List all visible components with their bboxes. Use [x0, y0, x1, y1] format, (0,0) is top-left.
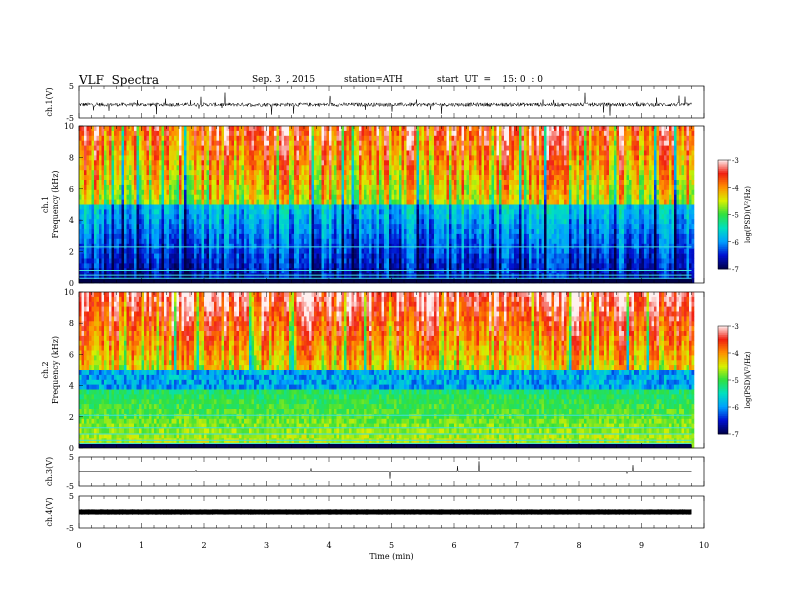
- ch1-spectrogram-ytick: 0: [69, 279, 74, 288]
- ch3-waveform-ytick-top: 5: [69, 453, 74, 462]
- ch1-spectrogram-colorbar-tick: -6: [732, 239, 739, 247]
- ch1-waveform-panel: 5 -5 ch.1(V): [45, 82, 705, 123]
- time-tick-label: 10: [699, 541, 709, 550]
- ch4-waveform-ytick-top: 5: [69, 492, 74, 501]
- chart-title: VLF Spectra: [79, 73, 160, 87]
- ch4-waveform-panel: 5 -5 ch.4(V): [45, 492, 705, 533]
- time-tick-label: 8: [576, 541, 581, 550]
- ch1-spectrogram-colorbar-tick: -4: [732, 184, 739, 192]
- ch2-spectrogram-colorbar-tick: -7: [732, 431, 739, 439]
- time-tick-label: 0: [76, 541, 81, 550]
- ch1-spectrogram-colorbar-tick: -5: [732, 212, 739, 220]
- ch1-waveform-ytick-bottom: -5: [66, 114, 74, 123]
- start-time-label: start UT = 15: 0 : 0: [437, 75, 543, 85]
- time-tick-label: 6: [451, 541, 456, 550]
- ch4-waveform-ytick-bottom: -5: [66, 524, 74, 533]
- time-axis: 0 1 2 3 4 5 6 7 8 9 10 Time (min): [76, 541, 709, 561]
- ch1-spectrogram-ytick: 10: [64, 122, 74, 131]
- ch2-spectrogram-colorbar-tick: -5: [732, 377, 739, 385]
- ch1-waveform-trace: [78, 92, 692, 116]
- ch3-waveform-ylabel: ch.3(V): [45, 457, 54, 486]
- ch1-waveform-ylabel: ch.1(V): [45, 87, 54, 116]
- ch3-waveform-panel: 5 -5 ch.3(V): [45, 453, 705, 491]
- ch2-spectrogram-colorbar-label: log(PSD)(V²/Hz): [744, 351, 752, 408]
- ch2-spectrogram-colorbar-tick: -3: [732, 323, 739, 331]
- ch1-spectrogram-ylabel-frequency: Frequency (kHz): [51, 170, 60, 238]
- ch2-spectrogram-colorbar-tick: -4: [732, 350, 739, 358]
- ch3-waveform-ytick-bottom: -5: [66, 482, 74, 491]
- ch2-spectrogram-ytick: 4: [69, 382, 74, 391]
- ch1-spectrogram-ytick: 4: [69, 216, 74, 225]
- ch1-spectrogram-ytick: 8: [69, 153, 74, 162]
- date-label: Sep. 3 , 2015: [252, 75, 316, 85]
- ch1-spectrogram-ytick: 6: [69, 185, 74, 194]
- time-tick-label: 3: [264, 541, 269, 550]
- ch1-spectrogram-colorbar-tick: -7: [732, 266, 739, 274]
- ch2-spectrogram-colorbar-tick: -6: [732, 404, 739, 412]
- ch1-waveform-ytick-top: 5: [69, 82, 74, 91]
- time-axis-label: Time (min): [369, 552, 413, 561]
- ch2-spectrogram-ytick: 0: [69, 444, 74, 453]
- ch1-spectrogram-ylabel-channel: ch.1: [41, 196, 50, 213]
- ch2-spectrogram-ytick: 2: [69, 413, 74, 422]
- ch2-spectrogram-ylabel-channel: ch.2: [41, 361, 50, 378]
- ch1-spectrogram-ytick: 2: [69, 248, 74, 257]
- time-tick-label: 9: [639, 541, 644, 550]
- ch4-waveform-ylabel: ch.4(V): [45, 497, 54, 526]
- time-tick-label: 5: [389, 541, 394, 550]
- ch1-spectrogram-panel: 10 8 6 4 2 0 ch.1 Frequency (kHz) -3 -4 -5 -6 -7 log(…: [41, 122, 752, 288]
- time-tick-label: 7: [514, 541, 519, 550]
- ch1-spectrogram-colorbar-label: log(PSD)(V²/Hz): [744, 186, 752, 243]
- ch2-spectrogram-ytick: 10: [64, 288, 74, 297]
- ch2-spectrogram-ytick: 6: [69, 350, 74, 359]
- ch2-spectrogram-ylabel-frequency: Frequency (kHz): [51, 336, 60, 404]
- time-tick-label: 4: [326, 541, 331, 550]
- ch2-spectrogram-ytick: 8: [69, 319, 74, 328]
- ch3-waveform-trace: [78, 461, 692, 479]
- station-label: station=ATH: [344, 75, 403, 85]
- ch2-spectrogram-panel: 10 8 6 4 2 0 ch.2 Frequency (kHz) -3 -4 -5 -6 -7 log(…: [41, 288, 752, 453]
- ch1-spectrogram-colorbar-tick: -3: [732, 157, 739, 165]
- time-tick-label: 1: [139, 541, 144, 550]
- time-tick-label: 2: [201, 541, 206, 550]
